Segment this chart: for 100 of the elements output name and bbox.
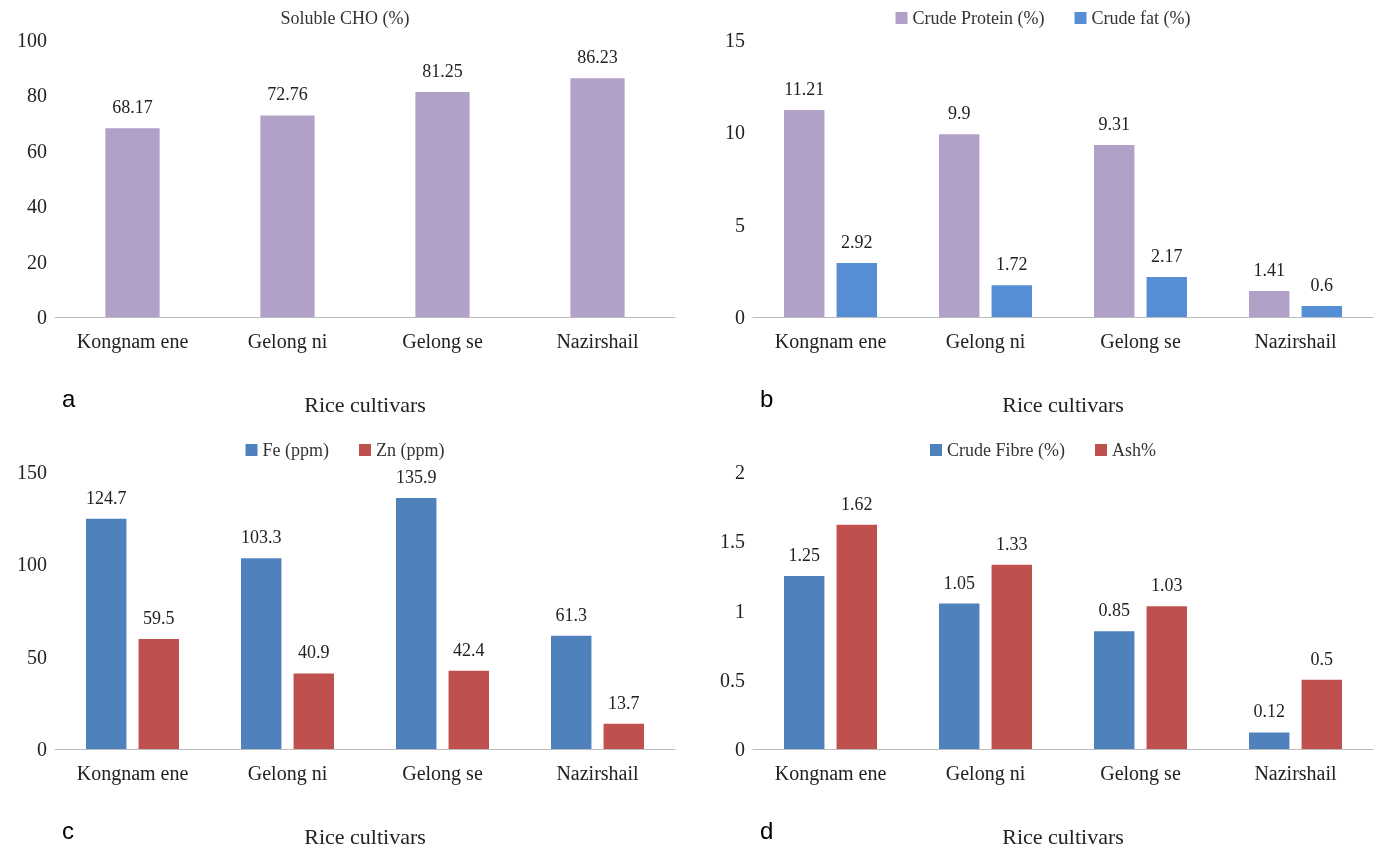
data-label: 103.3 — [240, 527, 282, 548]
y-tick-label: 15 — [725, 29, 745, 51]
legend-label: Zn (ppm) — [376, 440, 445, 461]
data-label: 9.31 — [1098, 114, 1130, 135]
data-label: 1.41 — [1253, 259, 1285, 280]
data-label: 40.9 — [298, 642, 330, 663]
bar — [551, 635, 592, 749]
x-tick-label: Nazirshail — [556, 330, 640, 352]
bar — [293, 673, 334, 749]
text: d — [760, 816, 774, 844]
data-label: 9.9 — [947, 103, 971, 124]
bar — [939, 603, 980, 749]
bar — [784, 575, 825, 749]
bar — [396, 498, 437, 749]
bar — [991, 285, 1032, 317]
y-tick-label: 60 — [27, 139, 47, 162]
bar — [991, 564, 1032, 749]
x-tick-label: Nazirshail — [1254, 330, 1338, 352]
y-tick-label: 20 — [27, 250, 47, 273]
data-label: 1.72 — [996, 254, 1028, 275]
y-tick-label: 0 — [37, 738, 47, 760]
data-label: 42.4 — [453, 639, 485, 660]
legend-label: Crude fat (%) — [1091, 8, 1191, 29]
bar — [1146, 276, 1187, 317]
data-label: 13.7 — [608, 692, 640, 713]
chart-title: Soluble CHO (%) — [280, 8, 410, 29]
y-tick-label: 5 — [735, 213, 745, 236]
x-tick-label: Kongnam ene — [774, 330, 887, 353]
data-label: 61.3 — [555, 604, 587, 625]
y-tick-label: 40 — [27, 195, 47, 218]
data-label: 2.92 — [841, 232, 873, 253]
bar — [603, 723, 644, 749]
x-tick-label: Kongnam ene — [774, 762, 887, 785]
bar — [241, 558, 282, 749]
x-axis-title: Rice cultivars — [304, 823, 426, 849]
y-tick-label: 50 — [27, 645, 47, 668]
x-axis-title: Rice cultivars — [1002, 391, 1124, 417]
data-label: 1.25 — [788, 544, 820, 565]
y-tick-label: 10 — [725, 121, 745, 144]
x-tick-label: Gelong ni — [247, 330, 328, 353]
x-tick-label: Gelong se — [402, 330, 483, 353]
bar — [1249, 732, 1290, 749]
bar — [448, 670, 489, 749]
x-axis-title: Rice cultivars — [304, 391, 426, 417]
bar — [260, 115, 315, 317]
y-tick-label: 0 — [735, 306, 745, 328]
x-tick-label: Nazirshail — [1254, 762, 1338, 784]
text: c — [62, 816, 74, 844]
legend-label: Crude Protein (%) — [912, 8, 1045, 29]
y-tick-label: 150 — [17, 461, 47, 483]
x-tick-label: Kongnam ene — [76, 330, 189, 353]
x-axis-title: Rice cultivars — [1002, 823, 1124, 849]
bar — [1094, 145, 1135, 317]
bar — [86, 518, 127, 749]
data-label: 81.25 — [422, 60, 463, 81]
data-label: 2.17 — [1151, 245, 1183, 266]
bar — [105, 128, 160, 317]
legend-label: Ash% — [1111, 440, 1156, 460]
data-label: 0.5 — [1310, 648, 1334, 669]
data-label: 86.23 — [577, 47, 618, 68]
data-label: 0.6 — [1310, 274, 1334, 295]
y-tick-label: 0.5 — [720, 668, 745, 691]
y-tick-label: 1.5 — [720, 530, 745, 553]
data-label: 11.21 — [784, 78, 825, 99]
y-tick-label: 0 — [37, 306, 47, 328]
data-label: 135.9 — [395, 467, 437, 488]
bar — [1146, 606, 1187, 749]
data-label: 0.12 — [1253, 701, 1285, 722]
y-tick-label: 100 — [17, 553, 47, 576]
bar — [415, 91, 470, 317]
bar — [138, 639, 179, 749]
bar — [1249, 290, 1290, 317]
data-label: 72.76 — [267, 84, 308, 105]
data-label: 124.7 — [85, 487, 127, 508]
text: a — [62, 384, 76, 412]
bar — [1094, 631, 1135, 749]
data-label: 0.85 — [1098, 600, 1130, 621]
x-tick-label: Gelong se — [402, 762, 483, 785]
data-label: 1.33 — [996, 533, 1028, 554]
legend-label: Fe (ppm) — [262, 440, 330, 461]
bar — [1301, 305, 1342, 317]
bar — [939, 134, 980, 317]
text: b — [760, 384, 774, 412]
data-label: 1.05 — [943, 572, 975, 593]
bar — [836, 524, 877, 749]
bar — [784, 109, 825, 317]
y-tick-label: 100 — [17, 29, 47, 51]
x-tick-label: Gelong se — [1100, 330, 1181, 353]
x-tick-label: Gelong ni — [945, 762, 1026, 785]
data-label: 1.62 — [841, 493, 873, 514]
x-tick-label: Kongnam ene — [76, 762, 189, 785]
data-label: 59.5 — [143, 608, 175, 629]
y-tick-label: 1 — [735, 599, 745, 622]
x-tick-label: Nazirshail — [556, 762, 640, 784]
x-tick-label: Gelong se — [1100, 762, 1181, 785]
bar — [1301, 679, 1342, 749]
x-tick-label: Gelong ni — [945, 330, 1026, 353]
y-tick-label: 0 — [735, 738, 745, 760]
x-tick-label: Gelong ni — [247, 762, 328, 785]
y-tick-label: 2 — [735, 461, 745, 483]
